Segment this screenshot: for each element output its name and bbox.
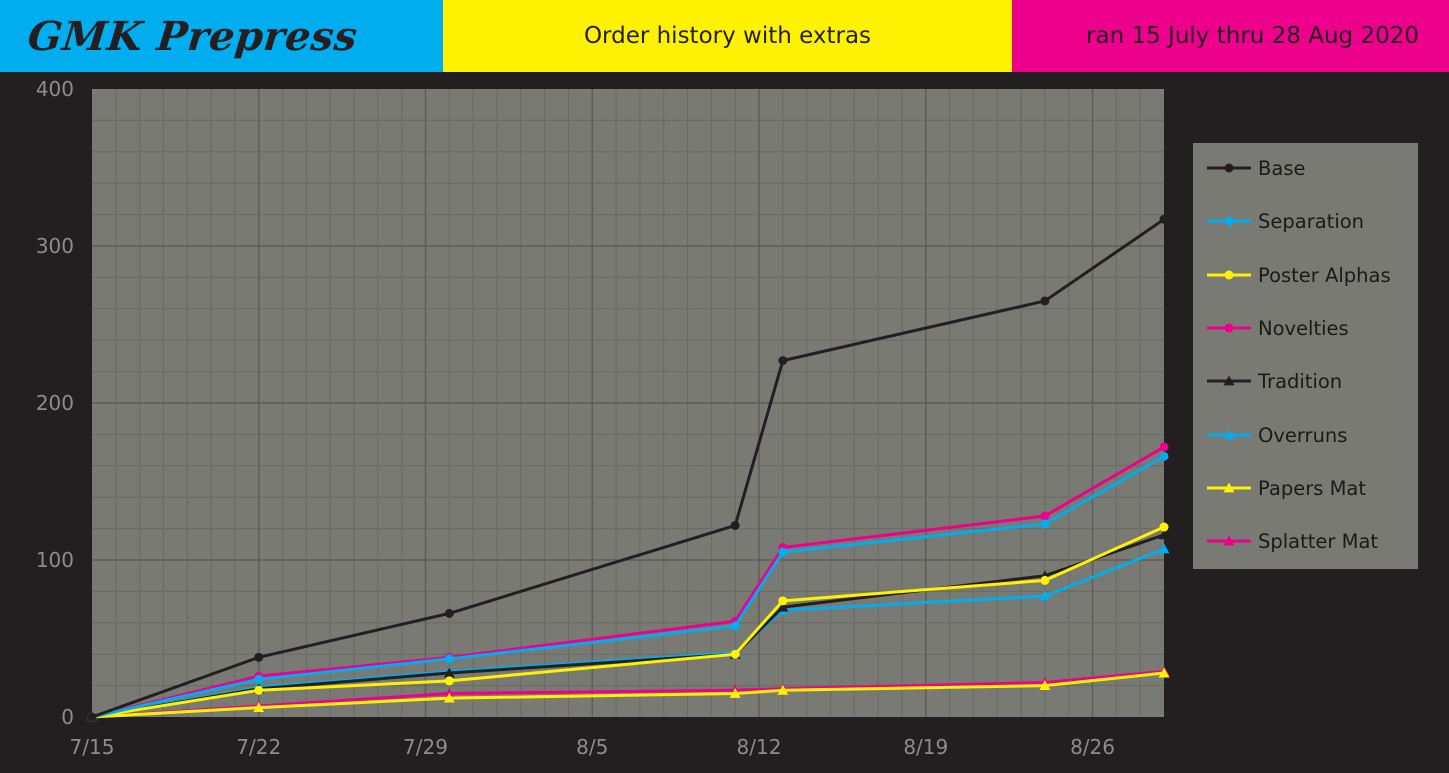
legend-label: Papers Mat: [1258, 476, 1367, 500]
data-point-separation: [778, 547, 788, 557]
data-point-papers-mat: [253, 702, 265, 712]
data-point-overruns: [1158, 543, 1170, 554]
x-tick-label: 8/12: [737, 735, 782, 759]
legend-label: Tradition: [1258, 370, 1343, 394]
legend-swatch-overruns: [1207, 429, 1251, 439]
data-point-papers-mat: [729, 687, 741, 698]
legend-marker-tradition: [1223, 375, 1235, 386]
chart-title: Order history with extras: [583, 23, 872, 49]
data-point-separation: [444, 654, 454, 664]
data-point-overruns: [1039, 590, 1051, 601]
y-tick-label: 100: [36, 548, 74, 572]
date-range-panel: ran 15 July thru 28 Aug 2020: [1012, 0, 1449, 72]
legend-item-overruns: Overruns: [1193, 420, 1418, 450]
x-tick-label: 8/19: [903, 735, 948, 759]
data-point-tradition: [1158, 529, 1170, 540]
legend-swatch-papers-mat: [1207, 482, 1251, 493]
data-point-novelties: [1159, 442, 1169, 452]
data-point-separation: [254, 674, 264, 684]
legend-swatch-separation: [1207, 216, 1251, 226]
data-point-separation: [730, 621, 740, 631]
brand-panel: GMK Prepress: [0, 0, 443, 72]
legend-swatch-splatter-mat: [1207, 535, 1251, 546]
legend-label: Overruns: [1258, 423, 1348, 447]
legend-swatch-novelties: [1207, 323, 1251, 333]
axis-labels: 0 100 200 300 400 7/15 7/22 7/29 8/5 8/12 8/19 8/26: [36, 77, 1115, 759]
data-point-papers-mat: [443, 692, 455, 703]
legend-marker-base: [1224, 163, 1234, 173]
data-point-base: [1159, 214, 1169, 224]
data-point-base: [254, 652, 264, 662]
series-base: [87, 214, 1169, 722]
legend-marker-novelties: [1224, 323, 1234, 333]
y-tick-label: 400: [36, 77, 74, 101]
y-tick-label: 0: [61, 705, 74, 729]
data-point-poster-alphas: [444, 676, 454, 686]
data-point-papers-mat: [1039, 680, 1051, 690]
x-tick-label: 7/29: [403, 735, 448, 759]
legend-swatch-tradition: [1207, 375, 1251, 386]
data-point-poster-alphas: [730, 649, 740, 659]
data-point-novelties: [1040, 511, 1050, 521]
x-tick-label: 8/26: [1070, 735, 1115, 759]
legend-label: Base: [1258, 157, 1306, 180]
legend-item-separation: Separation: [1193, 206, 1418, 236]
legend-marker-overruns: [1223, 429, 1235, 439]
legend-label: Novelties: [1258, 316, 1349, 340]
legend-marker-papers-mat: [1223, 482, 1235, 493]
x-tick-label: 7/22: [236, 735, 281, 759]
legend-item-splatter-mat: Splatter Mat: [1193, 526, 1418, 556]
grid: [92, 89, 1164, 717]
data-point-poster-alphas: [778, 596, 788, 606]
legend: Base Separation Poster Alphas Novelties Trad…: [1193, 143, 1418, 569]
data-point-poster-alphas: [1159, 522, 1169, 532]
header-bar: GMK Prepress Order history with extras r…: [0, 0, 1449, 72]
data-point-tradition: [443, 667, 455, 678]
data-point-papers-mat: [777, 684, 789, 695]
legend-item-papers-mat: Papers Mat: [1193, 473, 1418, 503]
date-range: ran 15 July thru 28 Aug 2020: [1086, 23, 1419, 49]
data-point-base: [87, 712, 97, 722]
data-point-separation: [1159, 451, 1169, 461]
legend-item-poster-alphas: Poster Alphas: [1193, 260, 1418, 290]
data-point-poster-alphas: [1040, 575, 1050, 585]
legend-label: Splatter Mat: [1258, 530, 1379, 554]
series-poster-alphas: [87, 522, 1169, 722]
data-point-base: [730, 520, 740, 530]
data-point-poster-alphas: [254, 685, 264, 695]
x-tick-label: 8/5: [576, 735, 608, 759]
legend-item-novelties: Novelties: [1193, 313, 1418, 343]
x-tick-label: 7/15: [70, 735, 115, 759]
y-tick-label: 300: [36, 234, 74, 258]
legend-swatch-poster-alphas: [1207, 270, 1251, 280]
legend-marker-splatter-mat: [1223, 535, 1235, 546]
title-panel: Order history with extras: [443, 0, 1012, 72]
legend-marker-separation: [1224, 216, 1234, 226]
legend-item-base: Base: [1193, 153, 1418, 183]
brand-logo: GMK Prepress: [25, 12, 360, 60]
legend-label: Separation: [1258, 210, 1365, 234]
data-point-base: [444, 608, 454, 618]
data-point-papers-mat: [1158, 667, 1170, 678]
data-point-separation: [1040, 519, 1050, 529]
line-chart: 0 100 200 300 400 7/15 7/22 7/29 8/5 8/12 8/19 8/26: [36, 77, 1170, 759]
legend-swatch-base: [1207, 163, 1251, 173]
legend-marker-poster-alphas: [1224, 270, 1234, 280]
y-tick-label: 200: [36, 391, 74, 415]
data-point-base: [778, 356, 788, 366]
data-point-tradition: [777, 601, 789, 612]
legend-label: Poster Alphas: [1258, 263, 1391, 287]
legend-item-tradition: Tradition: [1193, 366, 1418, 396]
data-point-base: [1040, 296, 1050, 306]
series-group: [86, 214, 1170, 722]
